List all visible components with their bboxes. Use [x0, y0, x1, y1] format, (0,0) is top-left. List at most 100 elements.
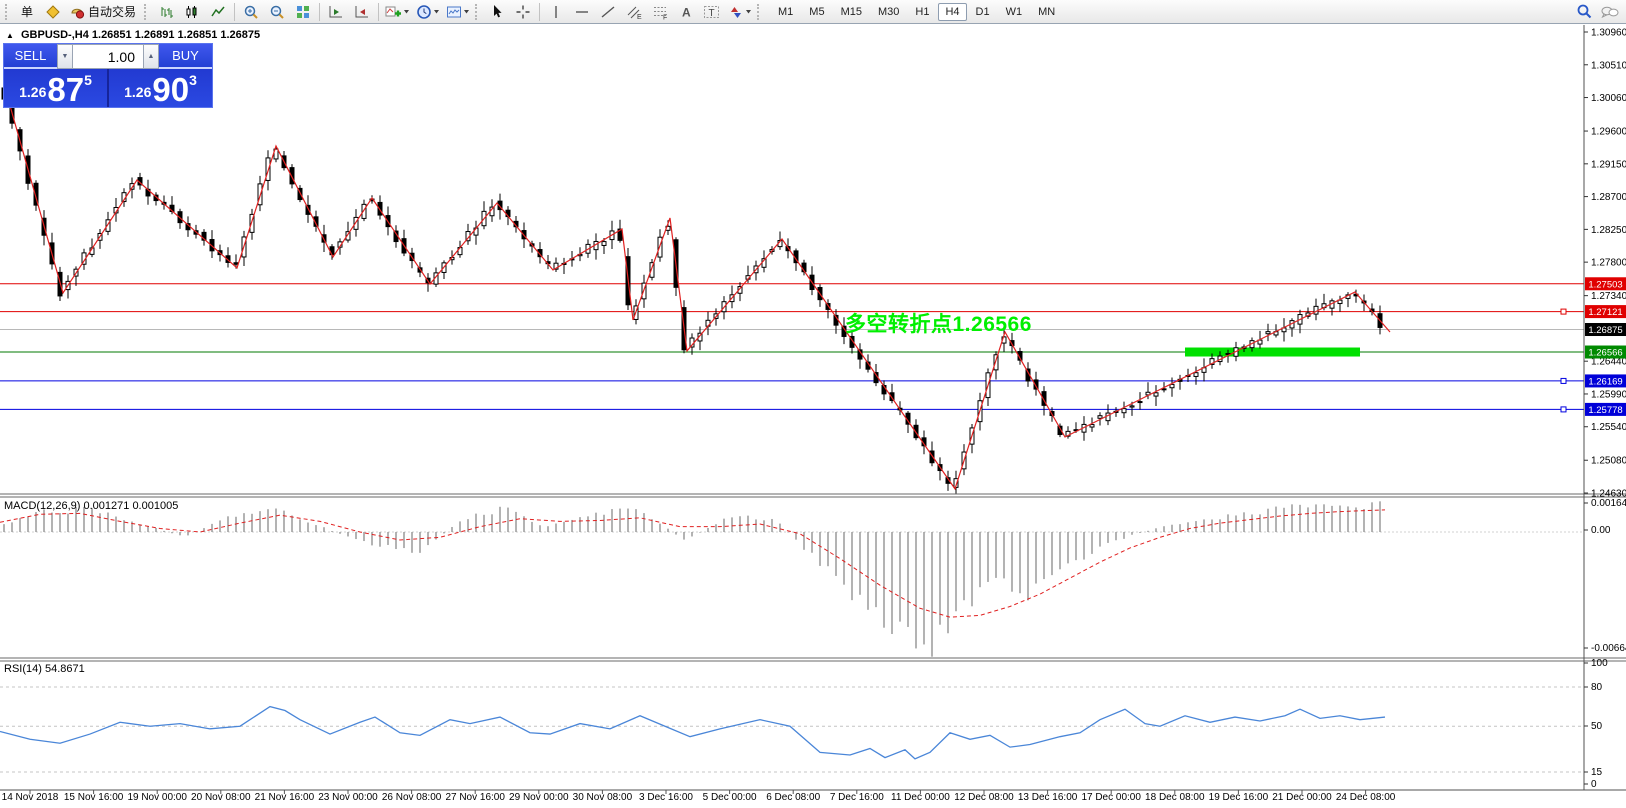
line-chart-icon — [210, 4, 226, 20]
gold-icon — [45, 4, 61, 20]
timeframe-M5[interactable]: M5 — [809, 5, 825, 18]
trendline-button[interactable] — [595, 1, 621, 23]
separator — [378, 2, 380, 21]
periods-button[interactable] — [413, 1, 443, 23]
volume-field[interactable]: 1.00 — [73, 44, 143, 69]
timeframe-H4[interactable]: H4 — [938, 2, 967, 21]
time-tick-label: 20 Nov 08:00 — [191, 792, 251, 803]
fibonacci-button[interactable]: F — [647, 1, 673, 23]
candle — [649, 262, 655, 278]
crosshair-button[interactable] — [510, 1, 536, 23]
price-tick-label: 1.28700 — [1591, 192, 1626, 203]
buy-price-sup: 3 — [189, 72, 197, 88]
volume-increase-button[interactable]: ▲ — [143, 44, 159, 69]
line-handle[interactable] — [1560, 406, 1567, 413]
price-badge-label: 1.27121 — [1588, 307, 1622, 318]
volume-decrease-button[interactable]: ▼ — [57, 44, 73, 69]
rsi-header: RSI(14) 54.8671 — [4, 663, 85, 675]
sell-button[interactable]: SELL — [4, 44, 57, 69]
candlestick-icon — [184, 4, 200, 20]
time-tick-label: 21 Dec 00:00 — [1272, 792, 1332, 803]
auto-scroll-button[interactable] — [349, 1, 375, 23]
bar-chart-button[interactable] — [153, 1, 179, 23]
templates-button[interactable] — [443, 1, 473, 23]
timeframe-M30[interactable]: M30 — [877, 5, 900, 18]
trendline-icon — [600, 4, 616, 20]
group-handle[interactable] — [475, 3, 480, 20]
group-handle[interactable] — [144, 3, 149, 20]
buy-button[interactable]: BUY — [159, 44, 212, 69]
timeframe-H1[interactable]: H1 — [915, 5, 930, 18]
sell-price-small: 1.26 — [19, 84, 47, 100]
arrows-button[interactable] — [725, 1, 755, 23]
buy-button-label: BUY — [172, 48, 199, 63]
sell-price[interactable]: 1.26 87 5 — [4, 69, 107, 107]
candlestick-button[interactable] — [179, 1, 205, 23]
indicators-icon — [385, 4, 402, 20]
line-handle[interactable] — [1560, 308, 1567, 315]
templates-icon — [446, 4, 462, 20]
arrows-icon — [728, 4, 744, 20]
timeframe-W1[interactable]: W1 — [1005, 5, 1023, 18]
price-badge-label: 1.27503 — [1588, 279, 1622, 290]
buy-price[interactable]: 1.26 90 3 — [107, 69, 212, 107]
timeframe-MN[interactable]: MN — [1038, 5, 1056, 18]
horizontal-line-button[interactable] — [569, 1, 595, 23]
text-button[interactable]: A — [673, 1, 699, 23]
indicators-button[interactable] — [382, 1, 413, 23]
candle — [1089, 424, 1095, 428]
timeframe-M15[interactable]: M15 — [840, 5, 862, 18]
collapse-triangle-icon[interactable]: ▲ — [6, 31, 14, 40]
candle — [497, 200, 503, 211]
group-handle[interactable] — [757, 3, 762, 20]
tile-windows-button[interactable] — [290, 1, 316, 23]
cursor-button[interactable] — [484, 1, 510, 23]
line-handle[interactable] — [1560, 377, 1567, 384]
zoom-out-button[interactable] — [264, 1, 290, 23]
toolbar: 单 自动交易 — [0, 0, 1626, 24]
price-badge — [1585, 323, 1626, 337]
macd-axis-label: -0.00664 — [1591, 643, 1626, 654]
zoom-in-icon — [243, 4, 259, 20]
search-button[interactable] — [1571, 1, 1597, 23]
zigzag-line — [4, 87, 1391, 491]
label-button[interactable]: T — [699, 1, 725, 23]
autotrade-button[interactable]: 自动交易 — [66, 1, 142, 23]
vertical-line-button[interactable] — [543, 1, 569, 23]
candle — [313, 216, 319, 227]
time-tick-label: 6 Dec 08:00 — [766, 792, 821, 803]
tile-windows-icon — [295, 4, 311, 20]
rsi-axis-label: 15 — [1591, 767, 1603, 778]
rsi-value: 54.8671 — [44, 663, 85, 675]
new-order-button[interactable]: 单 — [14, 1, 40, 23]
horizontal-line-icon — [574, 4, 590, 20]
channel-button[interactable]: E — [621, 1, 647, 23]
timeframe-D1[interactable]: D1 — [975, 5, 990, 18]
price-badge-label: 1.26169 — [1588, 376, 1622, 387]
sell-price-sup: 5 — [84, 72, 92, 88]
chat-button[interactable] — [1597, 1, 1623, 23]
buy-price-big: 90 — [152, 71, 190, 108]
candle — [233, 262, 239, 265]
timeframe-M1[interactable]: M1 — [778, 5, 794, 18]
time-tick-label: 29 Nov 00:00 — [509, 792, 569, 803]
time-tick-label: 24 Dec 08:00 — [1335, 792, 1396, 803]
candle — [993, 354, 999, 371]
zoom-in-button[interactable] — [238, 1, 264, 23]
rsi-name: RSI(14) — [4, 663, 42, 675]
main-pane — [0, 80, 1584, 494]
price-tick-label: 1.29150 — [1591, 159, 1626, 170]
time-tick-label: 11 Dec 00:00 — [891, 792, 950, 803]
crosshair-icon — [515, 4, 531, 20]
candle — [1153, 392, 1159, 397]
toolbar-drag-handle[interactable] — [5, 3, 10, 20]
candle — [377, 201, 383, 216]
time-tick-label: 26 Nov 08:00 — [381, 792, 442, 803]
candle — [249, 213, 255, 233]
line-chart-button[interactable] — [205, 1, 231, 23]
gold-icon-button[interactable] — [40, 1, 66, 23]
support-segment[interactable] — [1185, 347, 1360, 357]
time-tick-label: 30 Nov 08:00 — [572, 792, 633, 803]
shift-end-button[interactable] — [323, 1, 349, 23]
